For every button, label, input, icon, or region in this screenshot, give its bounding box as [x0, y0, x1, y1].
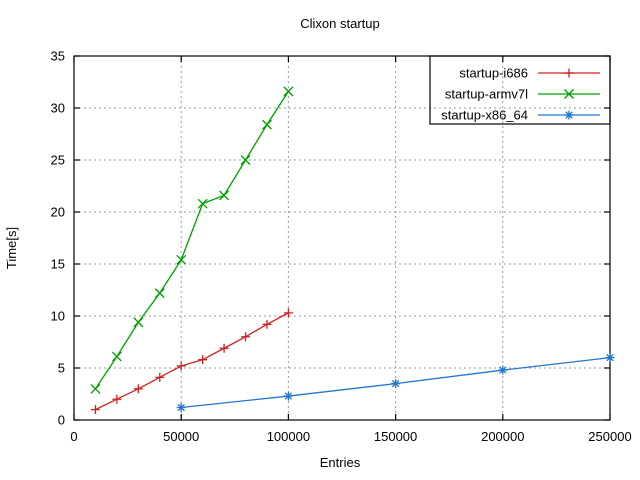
legend-label-startup-i686: startup-i686 [459, 66, 528, 81]
series-line [94, 91, 289, 390]
legend-border [429, 55, 611, 125]
y-tick-label: 10 [51, 309, 65, 324]
x-tick-label: 200000 [481, 429, 524, 444]
data-point [133, 317, 144, 328]
y-tick-label: 0 [58, 413, 65, 428]
x-tick-label: 50000 [163, 429, 199, 444]
series-startup-armv7l [90, 86, 294, 394]
x-tick-label: 150000 [374, 429, 417, 444]
data-series [90, 86, 615, 415]
data-point [197, 198, 208, 209]
chart-title: Clixon startup [300, 16, 379, 31]
data-point [262, 119, 272, 130]
x-axis-tick-labels: 0 50000 100000 150000 200000 250000 [70, 429, 631, 444]
data-point [605, 353, 615, 363]
legend-sample-marker [564, 89, 574, 99]
data-point [391, 379, 401, 389]
y-axis-title: Time[s] [4, 227, 19, 269]
x-tick-label: 250000 [588, 429, 631, 444]
y-tick-label: 35 [51, 49, 65, 64]
data-point [111, 351, 122, 362]
data-point [219, 190, 230, 201]
y-tick-label: 25 [51, 153, 65, 168]
data-point [198, 355, 208, 365]
data-point [176, 361, 186, 371]
data-point [283, 308, 293, 318]
data-point [133, 384, 143, 394]
data-point [241, 332, 251, 342]
legend-sample-marker [564, 68, 574, 78]
data-point [155, 372, 165, 382]
y-tick-label: 15 [51, 257, 65, 272]
data-point [112, 394, 122, 404]
data-point [240, 155, 251, 165]
chart-legend: startup-i686 startup-armv7l startup-x86_64 [429, 55, 611, 125]
data-point [219, 343, 229, 353]
series-startup-i686 [90, 308, 293, 415]
legend-sample-marker [564, 110, 574, 120]
data-point [90, 405, 100, 415]
data-point [283, 391, 293, 401]
x-tick-label: 100000 [267, 429, 310, 444]
x-axis-title: Entries [320, 455, 361, 470]
y-tick-label: 5 [58, 361, 65, 376]
legend-label-startup-armv7l: startup-armv7l [445, 87, 528, 102]
data-point [498, 365, 508, 375]
plot-frame [73, 55, 611, 421]
data-point [283, 86, 294, 97]
x-tick-label: 0 [70, 429, 77, 444]
data-point [90, 383, 101, 394]
y-tick-label: 30 [51, 101, 65, 116]
y-axis-tick-labels: 0 5 10 15 20 25 30 35 [51, 49, 65, 428]
legend-entries: startup-i686 startup-armv7l startup-x86_64 [441, 66, 600, 123]
legend-label-startup-x86_64: startup-x86_64 [441, 108, 528, 123]
y-tick-label: 20 [51, 205, 65, 220]
data-point [262, 319, 272, 329]
data-point [176, 254, 187, 265]
data-point [176, 403, 186, 413]
series-line [95, 312, 289, 411]
data-point [154, 288, 165, 299]
series-startup-x86_64 [176, 353, 615, 413]
